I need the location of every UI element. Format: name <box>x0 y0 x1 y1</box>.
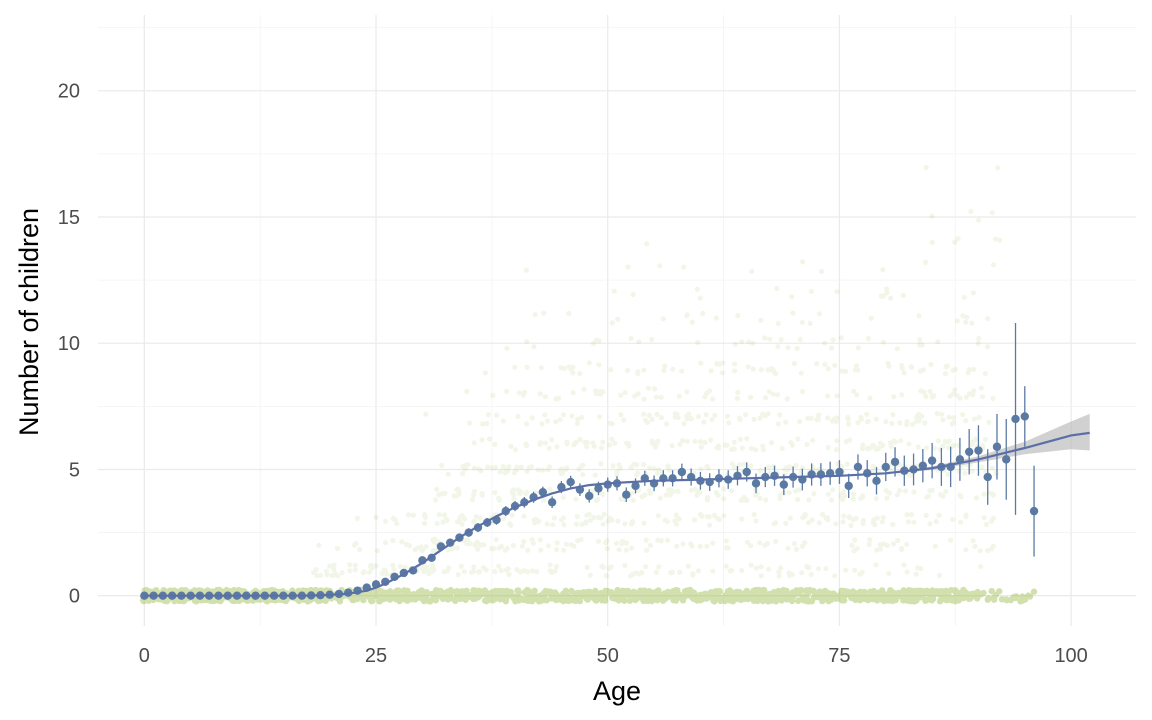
mean-point <box>751 479 761 488</box>
x-tick-label: 50 <box>597 645 619 667</box>
mean-point <box>566 477 575 487</box>
y-tick-label: 15 <box>58 207 80 229</box>
mean-point <box>872 476 881 486</box>
mean-point <box>964 447 974 456</box>
y-tick-label: 20 <box>58 81 80 103</box>
mean-point <box>584 491 594 501</box>
mean-point <box>844 481 853 491</box>
mean-point <box>538 487 548 497</box>
x-tick-label: 100 <box>1054 645 1087 667</box>
mean-point <box>927 456 937 465</box>
mean-point <box>779 480 789 489</box>
x-axis-title: Age <box>593 676 641 706</box>
mean-point <box>974 446 983 455</box>
mean-point <box>1011 414 1020 424</box>
mean-point <box>853 462 863 472</box>
mean-point <box>983 472 992 482</box>
y-tick-label: 0 <box>69 586 80 608</box>
mean-point <box>992 442 1002 451</box>
mean-point <box>918 461 928 470</box>
mean-point <box>1029 506 1039 516</box>
mean-point <box>696 476 705 486</box>
x-tick-label: 0 <box>139 645 150 667</box>
tick-labels-layer: 0 25 50 75 100 0 5 10 15 20 <box>58 81 1088 667</box>
x-tick-label: 25 <box>365 645 387 667</box>
mean-point <box>1020 412 1029 421</box>
smooth-line <box>144 431 1090 597</box>
mean-point <box>742 467 751 477</box>
mean-point <box>622 490 631 499</box>
mean-point <box>890 457 900 467</box>
mean-point <box>770 471 779 480</box>
mean-point <box>547 498 557 507</box>
mean-point <box>881 462 890 472</box>
mean-point <box>631 481 640 491</box>
mean-point <box>677 467 687 477</box>
mean-point <box>594 484 603 493</box>
grid <box>98 15 1136 626</box>
y-axis-title: Number of children <box>14 208 44 436</box>
mean-point <box>1002 455 1011 464</box>
x-tick-label: 75 <box>828 645 850 667</box>
mean-point <box>835 467 844 477</box>
y-tick-label: 10 <box>58 333 80 355</box>
smooth-line-layer <box>144 431 1090 597</box>
y-tick-label: 5 <box>69 459 80 481</box>
